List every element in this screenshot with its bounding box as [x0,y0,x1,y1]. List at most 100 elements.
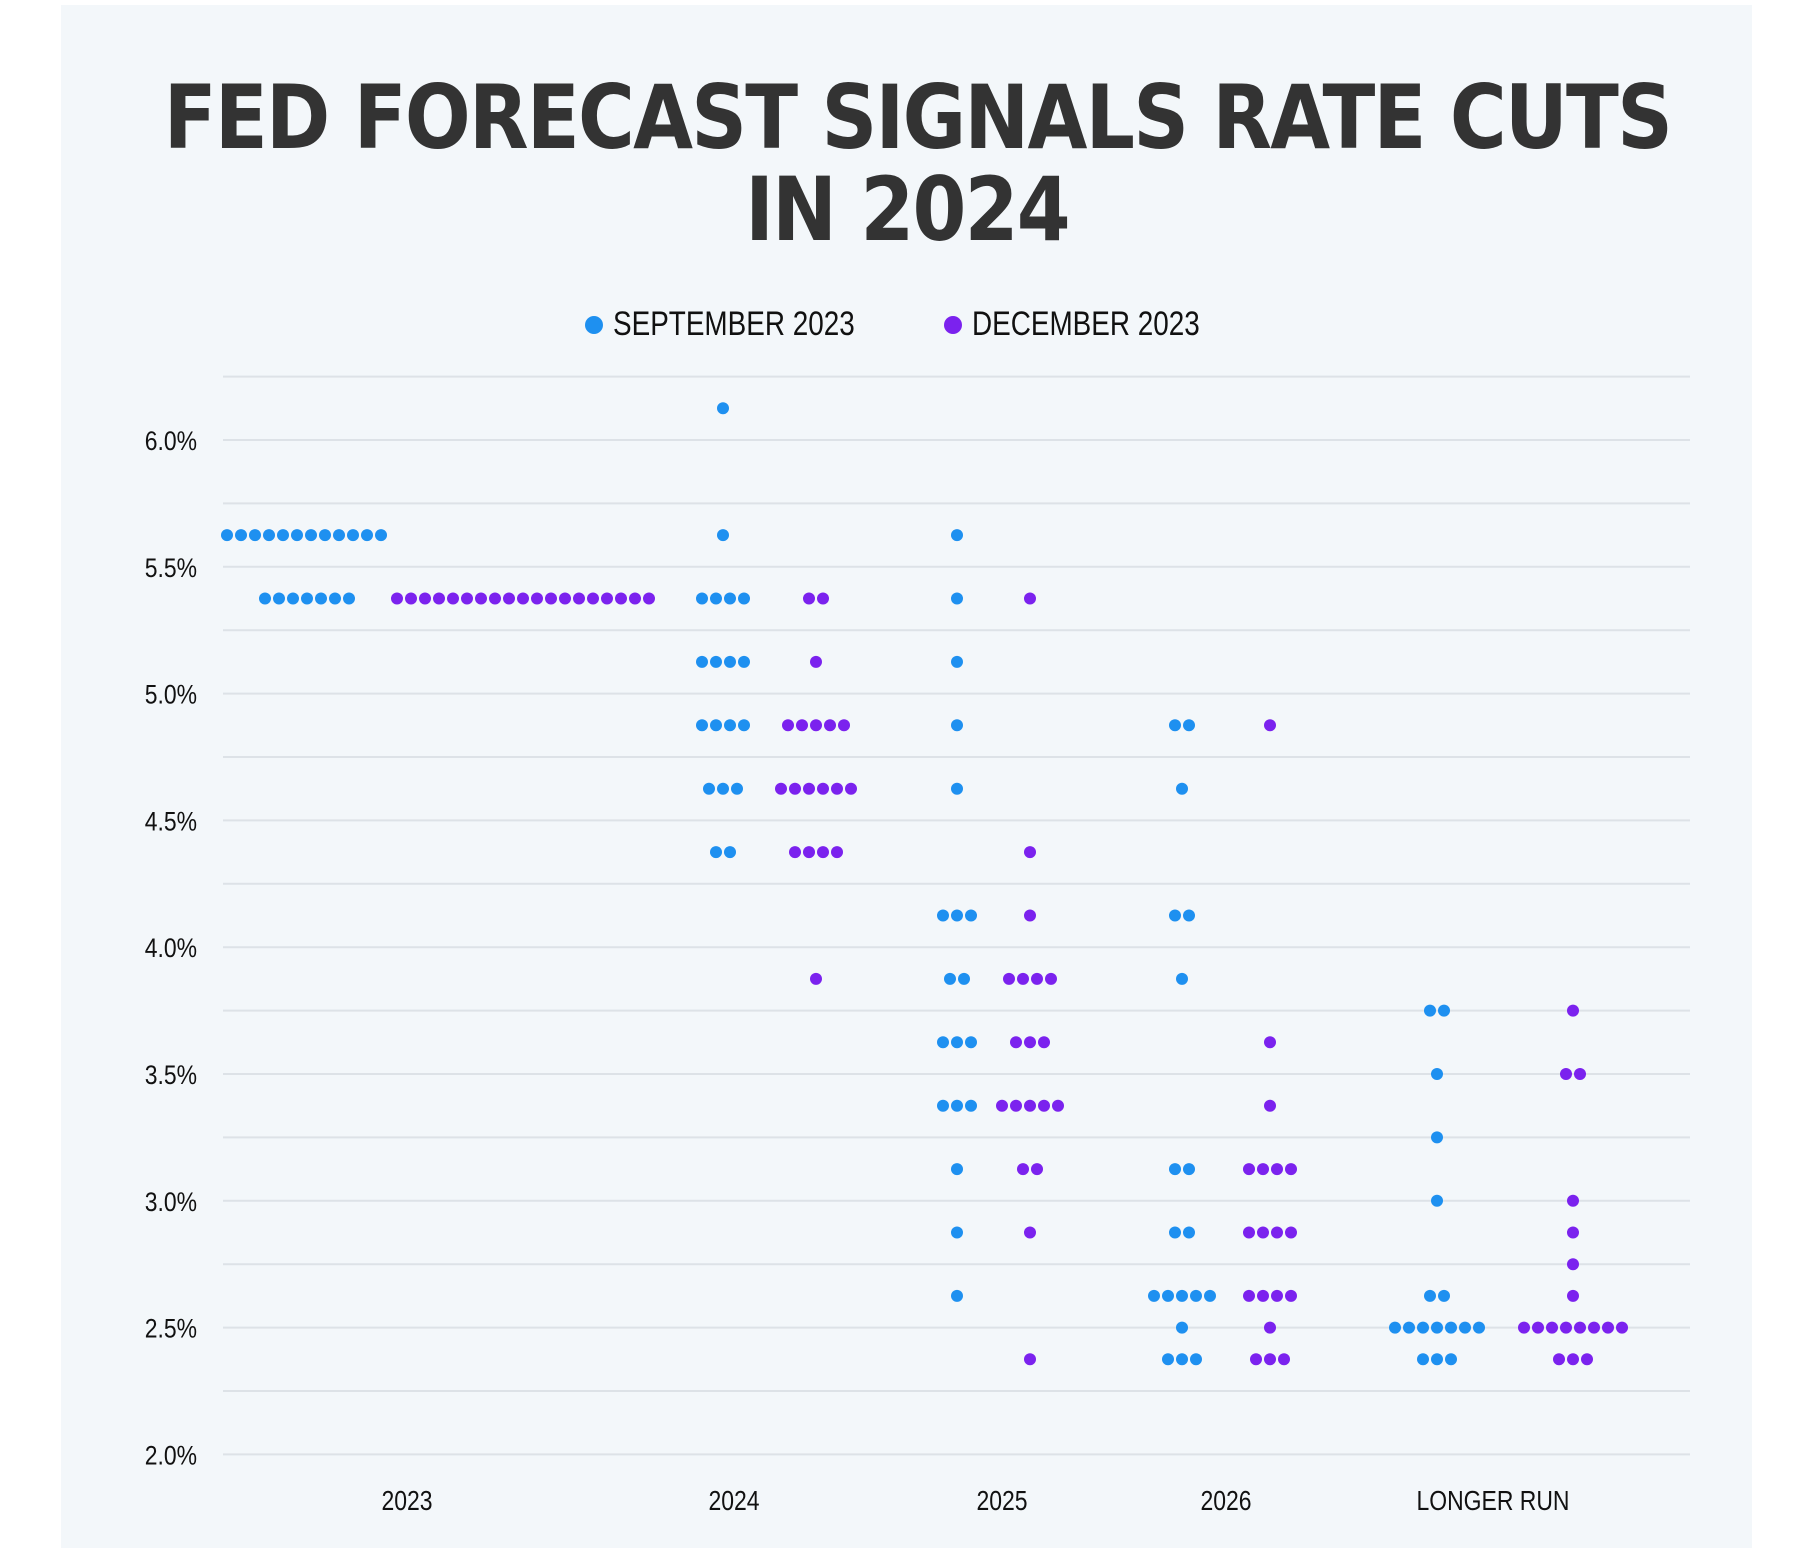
dot-december [1024,846,1036,859]
dot-september [724,655,736,668]
dot-september [1169,719,1181,732]
dot-september [696,655,708,668]
dot-september [951,719,963,732]
dot-december [1243,1289,1255,1302]
legend-item-september: SEPTEMBER 2023 [585,305,872,344]
dot-december [1264,1099,1276,1112]
dot-december [1532,1321,1544,1334]
dots [221,402,1628,1366]
dot-december [531,592,543,605]
dot-december [1024,1099,1036,1112]
dot-december [643,592,655,605]
dot-september [1431,1321,1443,1334]
dot-december [1567,1226,1579,1239]
dot-december [1017,972,1029,985]
dot-december [1567,1004,1579,1017]
dot-december [1010,1036,1022,1049]
dot-september [937,1036,949,1049]
dot-december [1038,1099,1050,1112]
dot-december [831,782,843,795]
dot-september [951,592,963,605]
dot-september [1431,1068,1443,1080]
dot-september [1431,1194,1443,1207]
dot-september [1169,909,1181,922]
dot-september [1417,1321,1429,1334]
dot-september [1190,1353,1202,1366]
dot-september [259,592,271,605]
dot-december [810,655,822,668]
dot-september [301,592,313,605]
dot-september [951,529,963,542]
dot-september [1389,1321,1401,1334]
dot-december [1581,1353,1593,1366]
dot-december [1257,1289,1269,1302]
dot-september [319,529,331,542]
dot-september [1403,1321,1415,1334]
legend-dot-september-icon [585,315,604,334]
dot-december [1257,1226,1269,1239]
dot-december [1560,1321,1572,1334]
dot-september [965,909,977,922]
dot-september [724,846,736,859]
dot-september [235,529,247,542]
chart-background [61,5,1752,1548]
dot-december [447,592,459,605]
dot-september [1148,1289,1160,1302]
y-tick-label: 6.0% [145,426,197,456]
dot-december [824,719,836,732]
dot-december [1285,1226,1297,1239]
dot-december [817,592,829,605]
dot-december [461,592,473,605]
dot-december [1038,1036,1050,1049]
dot-december [601,592,613,605]
dot-september [221,529,233,542]
dot-september [951,909,963,922]
dot-december [1031,972,1043,985]
dot-december [831,846,843,859]
dot-september [343,592,355,605]
dot-september [944,972,956,985]
x-tick-label: 2024 [708,1486,759,1517]
dot-september [263,529,275,542]
dot-december [1553,1353,1565,1366]
y-tick-label: 3.5% [145,1060,197,1090]
dot-december [1264,719,1276,732]
dot-december [803,592,815,605]
dot-december [1574,1321,1586,1334]
dot-december [1052,1099,1064,1112]
dot-december [1003,972,1015,985]
dot-september [1176,1353,1188,1366]
dot-september [1438,1004,1450,1017]
x-tick-label: 2026 [1200,1486,1251,1517]
dot-september [287,592,299,605]
legend-dot-december-icon [944,315,962,334]
legend-label-december: DECEMBER 2023 [972,305,1200,343]
dot-september [958,972,970,985]
dot-december [1024,1226,1036,1239]
dot-september [273,592,285,605]
dot-september [965,1099,977,1112]
dot-september [375,529,387,542]
y-tick-label: 5.5% [145,553,197,583]
dot-september [951,1289,963,1302]
dot-december [1264,1353,1276,1366]
legend: SEPTEMBER 2023 DECEMBER 2023 [0,305,1799,344]
dot-september [717,529,729,542]
dot-december [573,592,585,605]
dot-december [817,782,829,795]
dot-september [1190,1289,1202,1302]
dot-september [1176,782,1188,795]
dot-september [710,719,722,732]
dot-september [965,1036,977,1049]
dot-september [361,529,373,542]
dot-september [1183,909,1195,922]
dot-september [937,909,949,922]
dot-december [1588,1321,1600,1334]
dot-december [1567,1258,1579,1271]
dot-september [1431,1131,1443,1144]
dot-september [738,719,750,732]
dot-september [1183,1163,1195,1176]
dot-september [738,655,750,668]
dot-september [951,1036,963,1049]
